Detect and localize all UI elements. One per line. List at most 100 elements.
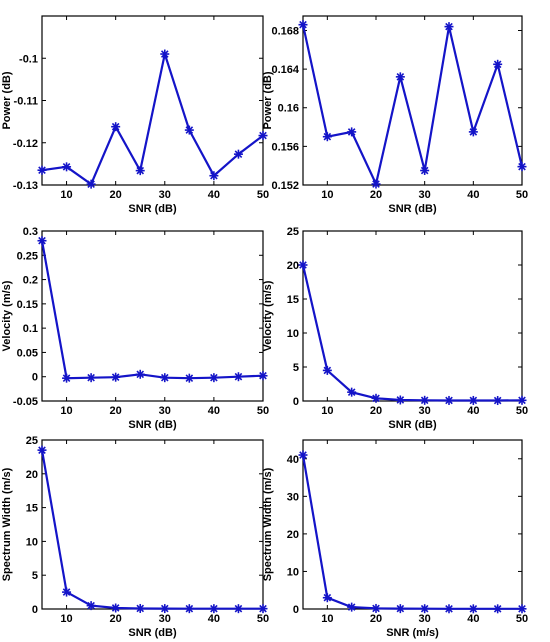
data-point-marker [395, 72, 405, 82]
data-point-marker [347, 387, 357, 397]
y-tick-label: 20 [287, 529, 299, 541]
data-point-marker [298, 450, 308, 460]
y-tick-label: -0.11 [14, 96, 38, 108]
x-tick-label: 20 [110, 189, 122, 201]
y-tick-label: 0 [293, 396, 299, 408]
data-point-marker [444, 395, 454, 405]
data-point-marker [395, 395, 405, 405]
y-axis-label: Power (dB) [1, 71, 13, 129]
data-point-marker [395, 604, 405, 614]
x-tick-label: 30 [159, 613, 171, 625]
x-tick-label: 10 [321, 613, 333, 625]
y-tick-label: -0.12 [13, 138, 38, 150]
data-point-marker [62, 373, 72, 383]
x-tick-label: 50 [516, 189, 528, 201]
data-point-marker [468, 395, 478, 405]
x-tick-label: 10 [321, 405, 333, 417]
data-point-marker [493, 604, 503, 614]
data-point-marker [322, 593, 332, 603]
y-axis-label: Power (dB) [262, 71, 274, 129]
y-tick-label: 10 [26, 536, 38, 548]
x-tick-label: 30 [159, 405, 171, 417]
x-tick-label: 50 [257, 405, 269, 417]
y-axis-label: Spectrum Width (m/s) [262, 467, 274, 581]
data-point-marker [184, 604, 194, 614]
data-point-marker [160, 604, 170, 614]
data-point-marker [160, 373, 170, 383]
series-line [40, 240, 264, 380]
x-tick-label: 50 [257, 189, 269, 201]
data-point-marker [184, 373, 194, 383]
chart-panel-2: 10 20 30 40 50 0.152 0.156 0.16 0.164 0.168 SNR (d… [262, 15, 528, 215]
series-line [301, 24, 524, 188]
data-point-marker [111, 372, 121, 382]
x-tick-label: 40 [467, 189, 479, 201]
y-tick-label: 0.152 [271, 180, 299, 192]
y-tick-label: 0 [32, 372, 38, 384]
x-tick-label: 30 [419, 405, 431, 417]
y-tick-label: 10 [287, 566, 299, 578]
data-point-marker [371, 603, 381, 613]
x-tick-label: 30 [159, 189, 171, 201]
plot-frame [302, 230, 523, 402]
x-axis-label: SNR (dB) [128, 203, 177, 215]
data-point-marker [37, 165, 47, 175]
x-tick-label: 40 [208, 613, 220, 625]
plot-frame [41, 15, 264, 186]
plot-frame [41, 230, 264, 402]
y-tick-label: 0 [293, 604, 299, 616]
data-point-marker [135, 166, 145, 176]
data-point-marker [420, 604, 430, 614]
x-tick-label: 40 [208, 189, 220, 201]
data-point-marker [233, 604, 243, 614]
data-point-marker [233, 149, 243, 159]
y-tick-label: 0.156 [271, 141, 299, 153]
data-point-marker [298, 20, 308, 30]
plot-frame [41, 439, 264, 610]
x-tick-label: 40 [467, 613, 479, 625]
data-point-marker [347, 602, 357, 612]
x-axis-label: SNR (m/s) [386, 627, 439, 639]
y-tick-label: 30 [287, 491, 299, 503]
x-tick-label: 20 [370, 405, 382, 417]
data-point-marker [493, 59, 503, 69]
data-point-marker [371, 179, 381, 189]
data-point-marker [86, 373, 96, 383]
data-point-marker [468, 127, 478, 137]
x-axis-label: SNR (dB) [128, 627, 177, 639]
series-line [301, 454, 522, 610]
y-tick-label: 0.05 [17, 347, 38, 359]
chart-panel-5: 10 20 30 40 50 0 5 10 15 20 25 SNR (dB) Spectrum Wid… [1, 435, 269, 639]
y-tick-label: 0.15 [17, 299, 38, 311]
data-point-marker [233, 372, 243, 382]
x-axis-label: SNR (dB) [388, 203, 437, 215]
x-tick-label: 20 [370, 613, 382, 625]
data-point-marker [444, 604, 454, 614]
y-tick-label: 0 [32, 604, 38, 616]
x-tick-label: 40 [467, 405, 479, 417]
data-point-marker [135, 603, 145, 613]
x-axis-label: SNR (dB) [388, 419, 437, 431]
data-point-marker [258, 371, 268, 381]
data-point-marker [420, 395, 430, 405]
plot-frame [302, 15, 523, 186]
x-axis-label: SNR (dB) [128, 419, 177, 431]
data-point-marker [86, 601, 96, 611]
data-point-marker [371, 393, 381, 403]
chart-panel-6: 10 20 30 40 50 0 10 20 30 40 SNR (m/s) Spectrum Wid… [262, 439, 528, 639]
data-point-marker [468, 604, 478, 614]
x-tick-label: 50 [516, 405, 528, 417]
x-tick-label: 10 [60, 405, 72, 417]
data-point-marker [420, 166, 430, 176]
series-line [40, 449, 263, 610]
data-point-marker [184, 125, 194, 135]
y-tick-label: 0.1 [23, 323, 38, 335]
y-tick-label: 5 [32, 570, 38, 582]
data-point-marker [160, 49, 170, 59]
x-tick-label: 10 [60, 613, 72, 625]
chart-panel-3: 10 20 30 40 50 -0.05 0 0.05 0.1 0.15 0.2 0.25 0.3 SNR… [1, 226, 269, 431]
y-tick-label: 0.2 [23, 275, 38, 287]
plot-frame [302, 439, 523, 610]
series-line [301, 264, 523, 402]
